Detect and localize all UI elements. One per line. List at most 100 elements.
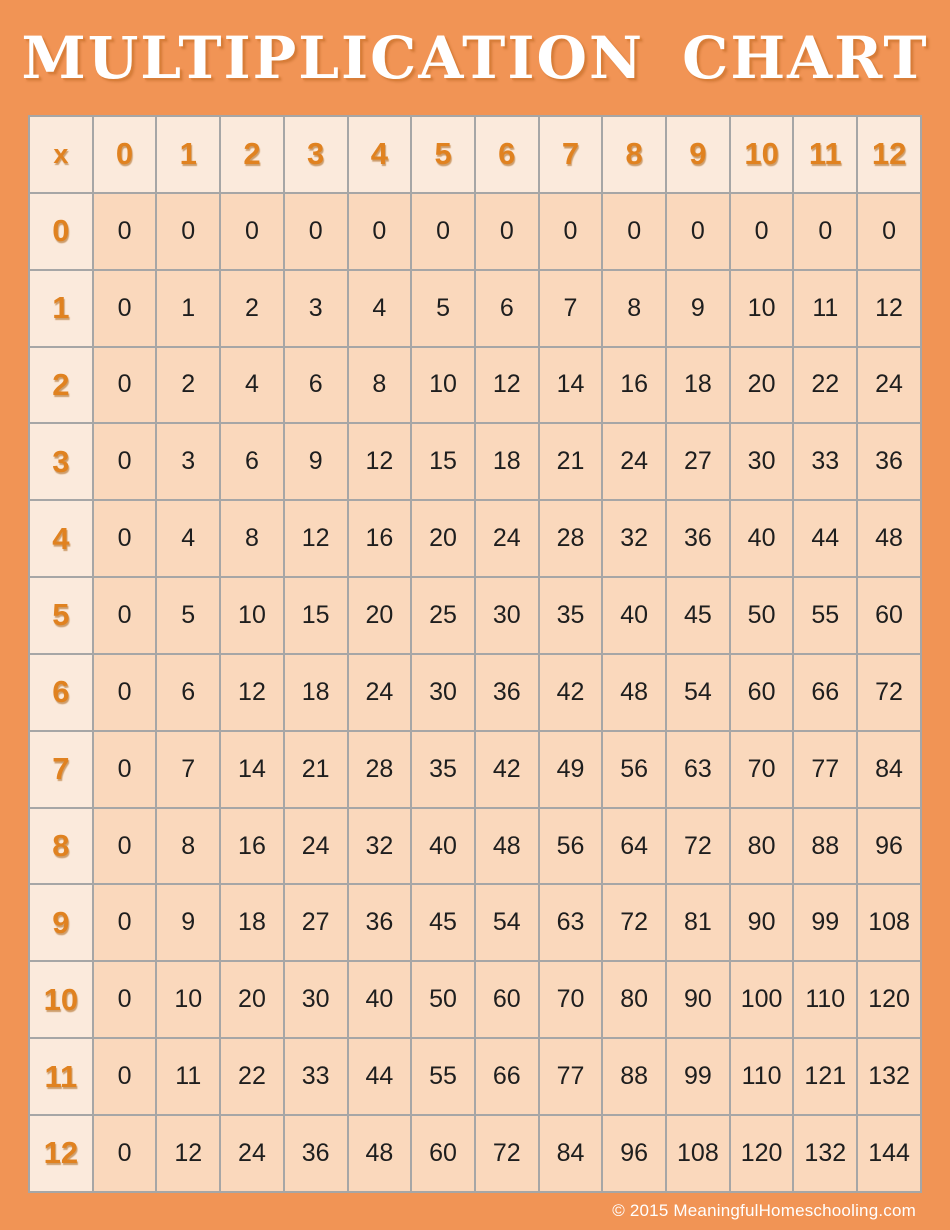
table-row: 7 0 7 14 21 28 35 42 49 56 63 70 77 84 xyxy=(28,729,922,809)
table-row: 10 0 10 20 30 40 50 60 70 80 90 100 110 120 xyxy=(28,960,922,1040)
product-cell: 14 xyxy=(219,729,285,809)
product-cell: 72 xyxy=(601,883,668,963)
product-cell: 10 xyxy=(155,960,222,1040)
product-cell: 33 xyxy=(792,422,859,502)
row-header: 3 xyxy=(28,422,94,502)
product-cell: 12 xyxy=(473,345,540,425)
product-cell: 63 xyxy=(665,729,731,809)
product-cell: 7 xyxy=(155,729,222,809)
product-cell: 11 xyxy=(155,1037,222,1116)
product-cell: 27 xyxy=(282,883,349,963)
title-bar: MULTIPLICATION CHART xyxy=(0,0,950,115)
product-cell: 42 xyxy=(537,652,604,732)
table-row: 4 0 4 8 12 16 20 24 28 32 36 40 44 48 xyxy=(28,499,922,579)
row-header: 1 xyxy=(28,268,94,348)
column-header: 0 xyxy=(91,115,158,194)
product-cell: 24 xyxy=(282,806,349,886)
product-cell: 6 xyxy=(282,345,349,425)
product-cell: 0 xyxy=(91,806,158,886)
product-cell: 0 xyxy=(91,268,158,348)
product-cell: 49 xyxy=(537,729,604,809)
row-header: 4 xyxy=(28,499,94,579)
product-cell: 5 xyxy=(155,576,222,655)
product-cell: 121 xyxy=(792,1037,859,1116)
product-cell: 20 xyxy=(728,345,795,425)
column-header: 3 xyxy=(282,115,349,194)
product-cell: 30 xyxy=(282,960,349,1040)
product-cell: 21 xyxy=(282,729,349,809)
column-header: 10 xyxy=(728,115,795,194)
product-cell: 110 xyxy=(792,960,859,1040)
product-cell: 2 xyxy=(155,345,222,425)
product-cell: 96 xyxy=(856,806,922,886)
table-row: 5 0 5 10 15 20 25 30 35 40 45 50 55 60 xyxy=(28,576,922,655)
column-header: 4 xyxy=(346,115,413,194)
product-cell: 10 xyxy=(410,345,476,425)
product-cell: 20 xyxy=(346,576,413,655)
product-cell: 8 xyxy=(219,499,285,579)
product-cell: 50 xyxy=(410,960,476,1040)
product-cell: 16 xyxy=(346,499,413,579)
product-cell: 9 xyxy=(282,422,349,502)
row-header: 12 xyxy=(28,1113,94,1194)
table-row: 6 0 6 12 18 24 30 36 42 48 54 60 66 72 xyxy=(28,652,922,732)
column-header: 5 xyxy=(410,115,476,194)
product-cell: 9 xyxy=(665,268,731,348)
product-cell: 25 xyxy=(410,576,476,655)
product-cell: 24 xyxy=(219,1113,285,1194)
product-cell: 64 xyxy=(601,806,668,886)
product-cell: 35 xyxy=(410,729,476,809)
multiplication-table: x 0 1 2 3 4 5 6 7 8 9 10 11 12 0 0 0 0 0 0 0 0 0 0 0 0 0 0 1 0 1 2 3 4 5 6 7… xyxy=(28,115,922,1194)
product-cell: 0 xyxy=(91,345,158,425)
product-cell: 36 xyxy=(665,499,731,579)
product-cell: 108 xyxy=(665,1113,731,1194)
product-cell: 32 xyxy=(346,806,413,886)
product-cell: 15 xyxy=(410,422,476,502)
product-cell: 6 xyxy=(473,268,540,348)
copyright-text: © 2015 MeaningfulHomeschooling.com xyxy=(612,1201,916,1220)
product-cell: 2 xyxy=(219,268,285,348)
table-row: 12 0 12 24 36 48 60 72 84 96 108 120 132 144 xyxy=(28,1113,922,1194)
product-cell: 99 xyxy=(792,883,859,963)
table-row: 2 0 2 4 6 8 10 12 14 16 18 20 22 24 xyxy=(28,345,922,425)
row-header: 6 xyxy=(28,652,94,732)
row-header: 2 xyxy=(28,345,94,425)
row-header: 8 xyxy=(28,806,94,886)
product-cell: 30 xyxy=(728,422,795,502)
product-cell: 84 xyxy=(856,729,922,809)
product-cell: 60 xyxy=(728,652,795,732)
product-cell: 18 xyxy=(282,652,349,732)
product-cell: 16 xyxy=(601,345,668,425)
product-cell: 45 xyxy=(665,576,731,655)
product-cell: 28 xyxy=(346,729,413,809)
product-cell: 0 xyxy=(91,422,158,502)
product-cell: 9 xyxy=(155,883,222,963)
product-cell: 108 xyxy=(856,883,922,963)
product-cell: 0 xyxy=(91,652,158,732)
product-cell: 24 xyxy=(601,422,668,502)
product-cell: 12 xyxy=(282,499,349,579)
product-cell: 40 xyxy=(346,960,413,1040)
product-cell: 36 xyxy=(346,883,413,963)
product-cell: 20 xyxy=(219,960,285,1040)
product-cell: 12 xyxy=(155,1113,222,1194)
product-cell: 24 xyxy=(856,345,922,425)
product-cell: 21 xyxy=(537,422,604,502)
table-row: 9 0 9 18 27 36 45 54 63 72 81 90 99 108 xyxy=(28,883,922,963)
product-cell: 63 xyxy=(537,883,604,963)
row-header: 11 xyxy=(28,1037,94,1116)
product-cell: 90 xyxy=(728,883,795,963)
product-cell: 132 xyxy=(792,1113,859,1194)
product-cell: 99 xyxy=(665,1037,731,1116)
product-cell: 48 xyxy=(346,1113,413,1194)
product-cell: 132 xyxy=(856,1037,922,1116)
product-cell: 0 xyxy=(601,191,668,271)
column-header: 8 xyxy=(601,115,668,194)
product-cell: 30 xyxy=(410,652,476,732)
product-cell: 45 xyxy=(410,883,476,963)
product-cell: 0 xyxy=(665,191,731,271)
column-header: 9 xyxy=(665,115,731,194)
product-cell: 81 xyxy=(665,883,731,963)
product-cell: 70 xyxy=(537,960,604,1040)
product-cell: 36 xyxy=(282,1113,349,1194)
